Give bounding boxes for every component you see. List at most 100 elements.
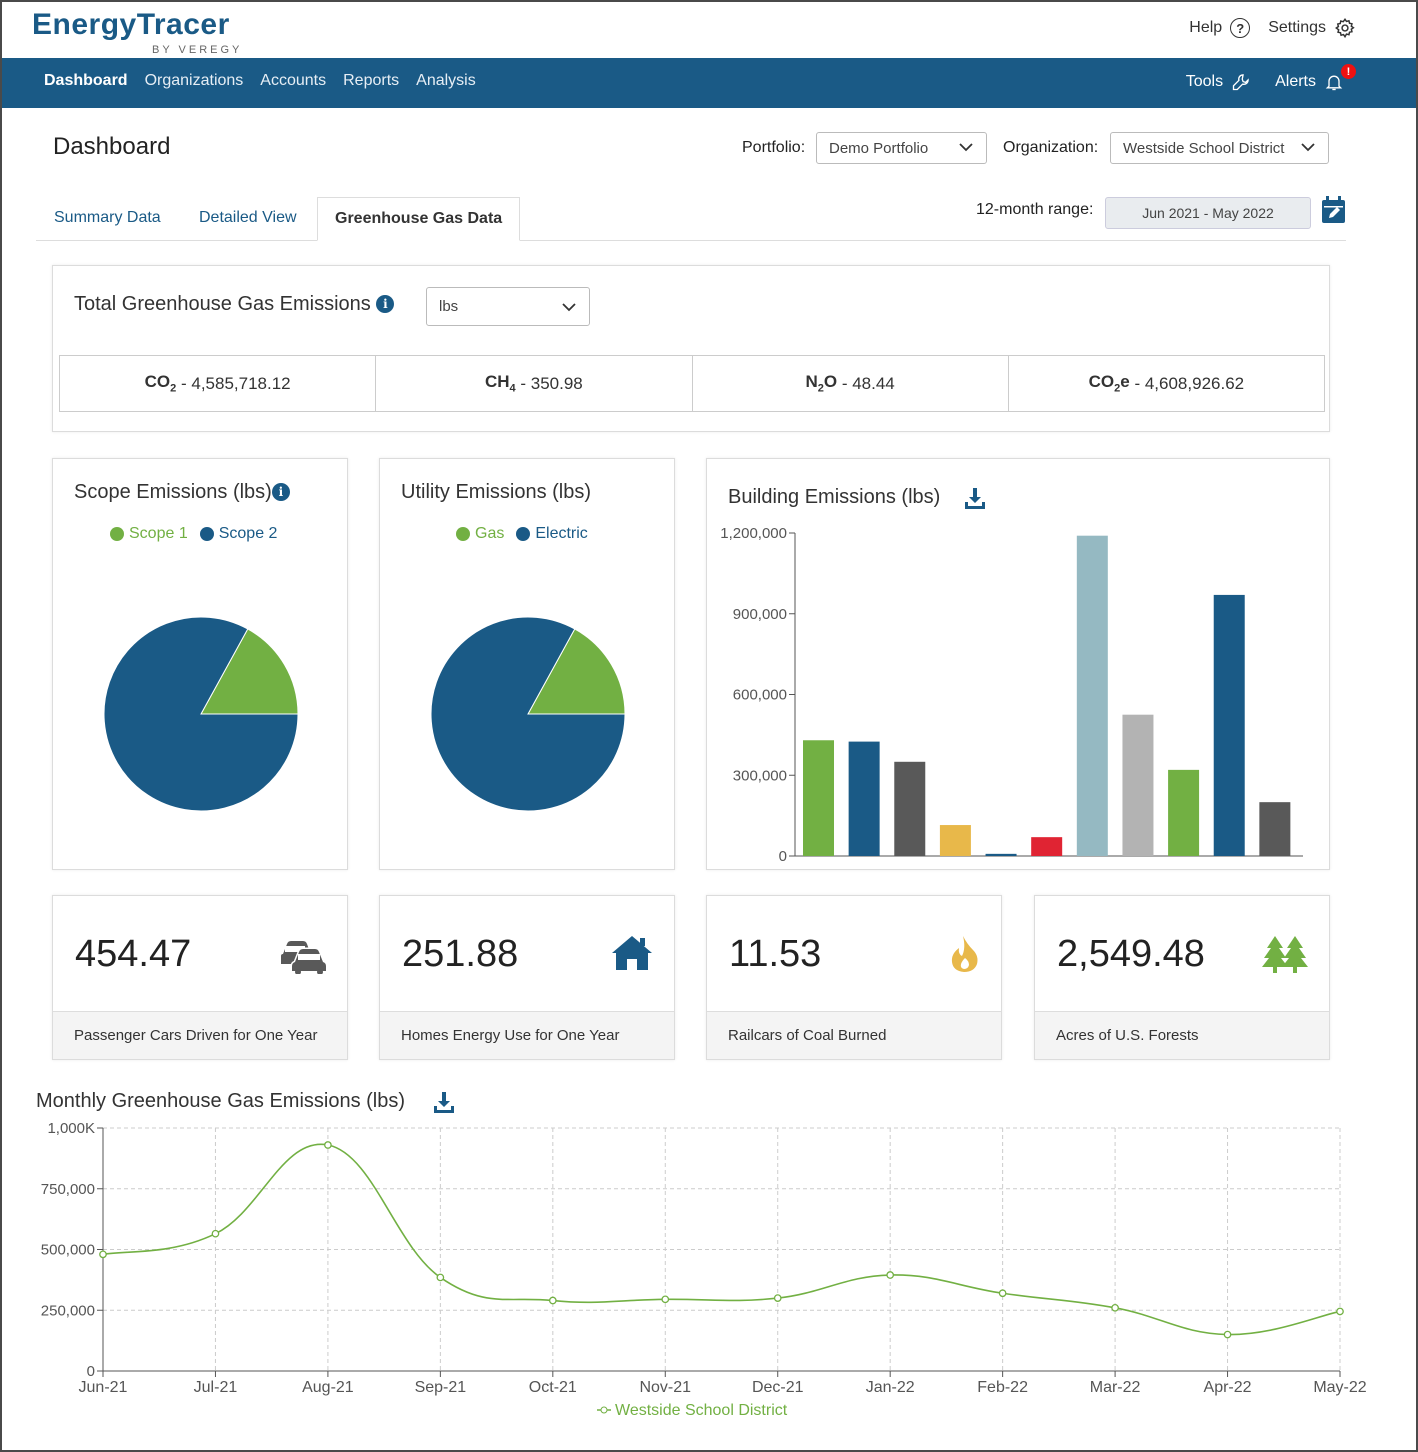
bar-building-3[interactable] — [894, 761, 926, 856]
pie-slice-electric[interactable] — [430, 616, 626, 812]
bar-building-4[interactable] — [939, 825, 971, 856]
point-Feb-22[interactable] — [998, 1289, 1007, 1298]
bar-building-1[interactable] — [803, 740, 834, 856]
gas-totals-row: CO2 - 4,585,718.12 CH4 - 350.98 N2O - 48… — [59, 355, 1325, 412]
legend-label: Electric — [535, 525, 588, 542]
x-tick-label: Sep-21 — [415, 1379, 467, 1396]
stat-value: 11.53 — [729, 933, 822, 975]
co2-total: CO2 - 4,585,718.12 — [60, 356, 377, 411]
building-bar-chart: 0 300,000 600,000 900,000 1,200,000 — [720, 525, 1303, 865]
y-tick-label: 250,000 — [41, 1302, 95, 1319]
calendar-icon[interactable] — [1321, 196, 1346, 224]
legend-scope-2[interactable]: Scope 2 — [199, 525, 278, 543]
settings-link[interactable]: Settings — [1268, 17, 1356, 39]
scope-legend: Scope 1 Scope 2 — [110, 525, 277, 543]
total-emissions-title-text: Total Greenhouse Gas Emissions — [74, 293, 371, 315]
nav-accounts[interactable]: Accounts — [260, 72, 327, 89]
bar-building-7[interactable] — [1076, 535, 1108, 856]
main-nav: Dashboard Organizations Accounts Reports… — [2, 58, 1416, 108]
settings-label: Settings — [1268, 19, 1326, 36]
pie-slice-gas[interactable] — [527, 628, 626, 715]
download-icon[interactable] — [963, 486, 987, 510]
point-May-22[interactable] — [1336, 1307, 1344, 1316]
tab-greenhouse-gas-data[interactable]: Greenhouse Gas Data — [317, 197, 521, 241]
y-tick-label: 1,200,000 — [720, 525, 787, 542]
legend-gas[interactable]: Gas — [456, 525, 504, 543]
y-tick-label: 600,000 — [733, 687, 787, 704]
nav-analysis[interactable]: Analysis — [416, 72, 476, 89]
bell-icon — [1325, 75, 1343, 91]
point-Jun-21[interactable] — [99, 1250, 107, 1259]
utility-legend: Gas Electric — [456, 525, 588, 543]
point-Jul-21[interactable] — [211, 1229, 220, 1238]
range-input[interactable]: Jun 2021 - May 2022 — [1105, 197, 1311, 229]
nav-dashboard[interactable]: Dashboard — [44, 72, 128, 89]
brand-subtitle: BY VEREGY — [152, 44, 243, 56]
range-label: 12-month range: — [976, 201, 1094, 218]
stat-card-cars: 454.47 Passenger Cars Driven for One Yea… — [52, 895, 348, 1060]
stat-card-forests: 2,549.48 Acres of U.S. Forests — [1034, 895, 1330, 1060]
legend-label: Scope 2 — [218, 525, 278, 542]
stat-card-homes: 251.88 Homes Energy Use for One Year — [379, 895, 675, 1060]
legend-dot — [516, 527, 531, 541]
legend-electric[interactable]: Electric — [516, 525, 588, 543]
download-icon[interactable] — [432, 1090, 456, 1114]
nav-reports[interactable]: Reports — [343, 72, 400, 89]
x-tick-label: Mar-22 — [1090, 1379, 1141, 1396]
point-Dec-21[interactable] — [773, 1294, 782, 1302]
scope-emissions-card: Scope Emissions (lbs) i Scope 1 Scope 2 — [52, 458, 348, 870]
y-tick-label: 500,000 — [41, 1242, 95, 1259]
legend-label[interactable]: Westside School District — [615, 1402, 788, 1419]
portfolio-label: Portfolio: — [742, 139, 806, 156]
legend-scope-1[interactable]: Scope 1 — [110, 525, 188, 543]
nav-organizations[interactable]: Organizations — [144, 72, 244, 89]
gear-icon — [1335, 18, 1355, 39]
x-tick-label: May-22 — [1313, 1379, 1366, 1396]
pie-slice-scope-1[interactable] — [200, 628, 299, 715]
total-emissions-title: Total Greenhouse Gas Emissions i — [74, 293, 395, 316]
scope-emissions-title-text: Scope Emissions (lbs) — [74, 481, 272, 503]
bar-building-2[interactable] — [848, 741, 880, 856]
bar-building-10[interactable] — [1213, 594, 1245, 856]
page-title: Dashboard — [53, 133, 171, 160]
stat-label: Railcars of Coal Burned — [707, 1011, 1001, 1059]
pie-slice-scope-2[interactable] — [103, 616, 299, 812]
stat-label: Homes Energy Use for One Year — [380, 1011, 674, 1059]
stat-label: Acres of U.S. Forests — [1035, 1011, 1329, 1059]
tools-menu[interactable]: Tools — [1186, 72, 1251, 92]
point-Oct-21[interactable] — [548, 1296, 557, 1305]
point-Sep-21[interactable] — [436, 1273, 445, 1282]
legend-label: Scope 1 — [129, 525, 188, 542]
total-emissions-card: Total Greenhouse Gas Emissions i lbs CO2… — [52, 265, 1330, 432]
point-Mar-22[interactable] — [1111, 1303, 1119, 1312]
info-icon[interactable]: i — [271, 483, 290, 501]
point-Apr-22[interactable] — [1223, 1330, 1232, 1339]
tab-summary-data[interactable]: Summary Data — [54, 209, 161, 226]
monthly-line-chart: 0 250,000 500,000 750,000 1,000K Jun-21 Jul-21… — [41, 1120, 1367, 1419]
point-Jan-22[interactable] — [886, 1271, 895, 1279]
bar-building-8[interactable] — [1122, 714, 1154, 856]
bar-building-5[interactable] — [985, 853, 1017, 856]
organization-select[interactable]: Westside School District — [1110, 132, 1329, 164]
bar-building-9[interactable] — [1168, 769, 1200, 856]
alerts-label: Alerts — [1275, 73, 1316, 90]
bar-building-11[interactable] — [1259, 802, 1291, 856]
tab-detailed-view[interactable]: Detailed View — [199, 209, 297, 226]
utility-pie-chart — [430, 616, 626, 812]
bar-building-6[interactable] — [1031, 837, 1063, 856]
chevron-down-icon — [1301, 143, 1315, 152]
unit-select[interactable]: lbs — [426, 287, 590, 326]
help-link[interactable]: Help ? — [1189, 18, 1251, 38]
brand-logo[interactable]: EnergyTracer BY VEREGY — [32, 8, 239, 56]
point-Aug-21[interactable] — [324, 1141, 332, 1149]
info-icon[interactable]: i — [376, 295, 395, 313]
alerts-menu[interactable]: Alerts ! — [1275, 64, 1356, 92]
x-tick-label: Jun-21 — [79, 1379, 128, 1396]
point-Nov-21[interactable] — [661, 1295, 670, 1304]
utility-emissions-card: Utility Emissions (lbs) Gas Electric — [379, 458, 675, 870]
stat-label: Passenger Cars Driven for One Year — [53, 1011, 347, 1059]
portfolio-select[interactable]: Demo Portfolio — [816, 132, 987, 164]
stat-card-coal: 11.53 Railcars of Coal Burned — [706, 895, 1002, 1060]
x-tick-label: Jul-21 — [194, 1379, 238, 1396]
